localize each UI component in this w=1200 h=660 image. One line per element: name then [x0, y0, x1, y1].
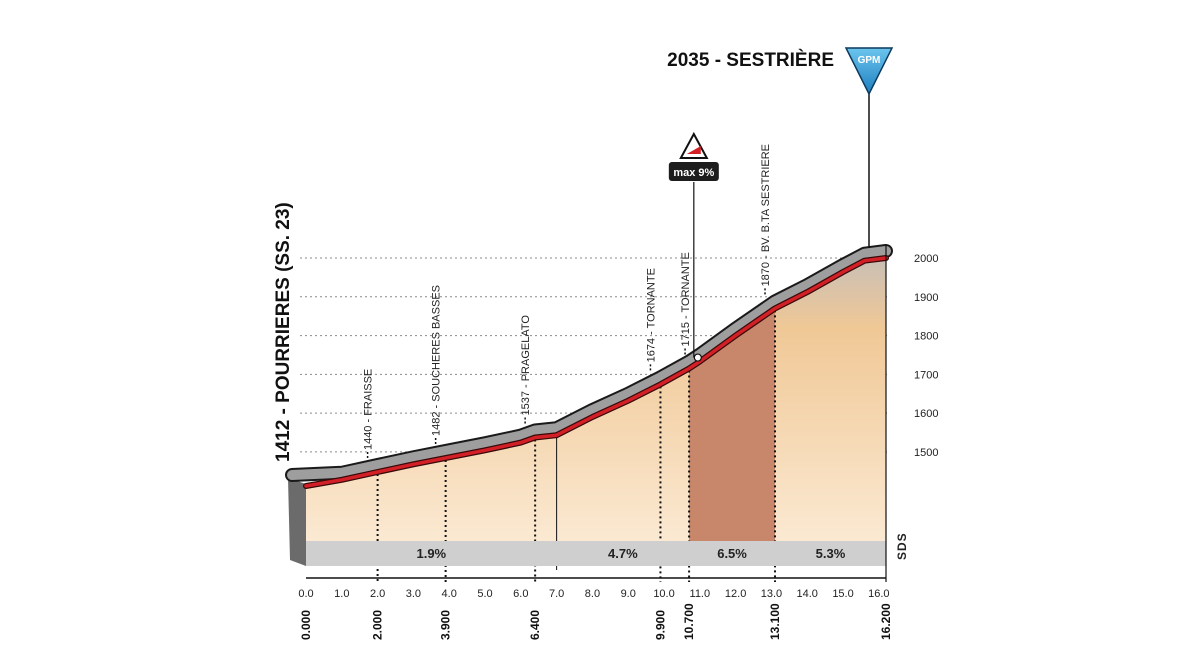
gpm-triangle-icon	[844, 47, 894, 96]
km-tick-label: 12.0	[725, 588, 746, 600]
waypoint-label: 1674 - TORNANTE	[645, 268, 657, 362]
gradient-label: 5.3%	[816, 546, 846, 561]
distance-marker-label: 2.000	[371, 610, 385, 640]
gradient-label: 4.7%	[608, 546, 638, 561]
km-tick-label: 7.0	[549, 588, 564, 600]
altitude-axis: 1500 1600 1700 1800 1900 2000	[914, 253, 938, 459]
max-gradient-badge	[668, 162, 719, 181]
waypoint-label: 1870 - BV. B.TA SESTRIERE	[760, 144, 772, 286]
km-tick-label: 10.0	[653, 588, 674, 600]
km-tick-label: 9.0	[621, 588, 636, 600]
km-tick-label: 6.0	[513, 588, 528, 600]
km-tick-label: 16.0	[868, 588, 889, 600]
start-location-label: 1412 - POURRIERES (SS. 23)	[273, 202, 294, 462]
km-tick-label: 15.0	[832, 588, 853, 600]
km-tick-label: 8.0	[585, 588, 600, 600]
km-tick-label: 5.0	[477, 588, 492, 600]
profile-area	[306, 258, 886, 541]
steep-slope-warning-icon	[679, 131, 709, 159]
gradient-label: 1.9%	[416, 546, 446, 561]
brand-mark: SDS	[895, 532, 909, 560]
distance-marker-label: 3.900	[439, 610, 453, 640]
gradient-labels: 1.9% 4.7% 6.5% 5.3%	[416, 546, 845, 561]
km-tick-label: 11.0	[690, 588, 711, 600]
road-line	[304, 256, 888, 488]
steepest-segment-highlight	[689, 308, 776, 541]
km-tick-label: 3.0	[406, 588, 421, 600]
altitude-tick-label: 1700	[914, 369, 938, 381]
finish-location-label: 2035 - SESTRIÈRE	[667, 49, 834, 71]
km-tick-label: 1.0	[334, 588, 349, 600]
annotations: GPM max 9%	[668, 47, 894, 362]
waypoint-label: 1440 - FRAISSE	[363, 369, 375, 450]
waypoint-label: 1482 - SOUCHERES BASSES	[431, 285, 443, 436]
altitude-tick-label: 2000	[914, 253, 938, 265]
distance-axis: 0.0 1.0 2.0 3.0 4.0 5.0 6.0 7.0 8.0 9.0 10.0 11.0 12…	[298, 245, 893, 640]
max-gradient-point	[693, 353, 702, 362]
altitude-tick-label: 1500	[914, 447, 938, 459]
distance-marker-label: 6.400	[528, 610, 542, 640]
slope-wedge-icon	[686, 146, 701, 154]
altitude-tick-label: 1800	[914, 331, 938, 343]
altitude-tick-label: 1600	[914, 408, 938, 420]
waypoints: 1440 - FRAISSE 1482 - SOUCHERES BASSES 153…	[363, 144, 772, 459]
waypoint-label: 1537 - PRAGELATO	[520, 315, 532, 416]
km-tick-label: 0.0	[298, 588, 313, 600]
gradient-label: 6.5%	[717, 546, 747, 561]
gradient-band	[306, 541, 886, 566]
distance-marker-label: 10.700	[682, 603, 696, 640]
km-tick-label: 13.0	[761, 588, 782, 600]
gpm-label: GPM	[858, 55, 881, 66]
profile-left-wall	[288, 478, 306, 566]
max-gradient-label: max 9%	[673, 167, 714, 179]
km-tick-label: 2.0	[370, 588, 385, 600]
distance-marker-label: 0.000	[299, 610, 313, 640]
distance-marker-label: 16.200	[879, 603, 893, 640]
km-tick-label: 4.0	[442, 588, 457, 600]
km-tick-label: 14.0	[797, 588, 818, 600]
distance-marker-label: 9.900	[653, 610, 667, 640]
profile-ridge	[287, 246, 891, 480]
waypoint-label: 1715 - TORNANTE	[680, 252, 692, 346]
altitude-tick-label: 1900	[914, 292, 938, 304]
distance-marker-label: 13.100	[768, 603, 782, 640]
